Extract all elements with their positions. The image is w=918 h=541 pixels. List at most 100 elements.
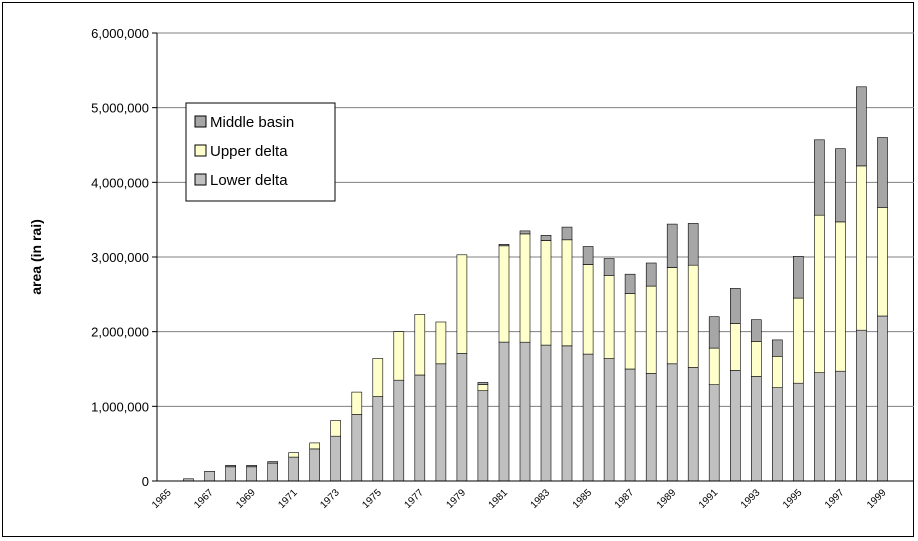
x-tick-label: 1975 (360, 487, 384, 511)
bar-segment-middle-basin (225, 464, 236, 468)
bar-segment-lower-delta (414, 374, 426, 482)
x-tick-label: 1971 (276, 487, 300, 511)
bar-segment-middle-basin (582, 246, 594, 265)
bar-segment-lower-delta (645, 373, 657, 482)
bar-segment-upper-delta (540, 240, 552, 346)
y-tick-label: 1,000,000 (91, 399, 149, 414)
bar-segment-upper-delta (519, 233, 531, 343)
bar-segment-lower-delta (666, 363, 678, 482)
bar-segment-lower-delta (835, 370, 846, 482)
x-tick-label: 1983 (529, 487, 553, 511)
bar-segment-upper-delta (708, 347, 720, 386)
legend-swatch (194, 173, 207, 186)
y-tick-label: 6,000,000 (91, 26, 149, 41)
bar-segment-middle-basin (877, 137, 888, 208)
bar-segment-upper-delta (414, 314, 426, 376)
x-tick-label: 1979 (445, 487, 469, 511)
bar-segment-lower-delta (877, 315, 888, 482)
legend-box (185, 102, 336, 202)
bar-segment-lower-delta (372, 396, 384, 482)
bar-segment-upper-delta (498, 245, 510, 343)
y-tick-label: 4,000,000 (91, 175, 149, 190)
bar-segment-middle-basin (814, 139, 825, 216)
bar-segment-middle-basin (729, 288, 741, 324)
x-tick-label: 1967 (192, 487, 216, 511)
bar-segment-lower-delta (330, 435, 342, 482)
bar-segment-upper-delta (372, 358, 384, 397)
x-tick-label: 1969 (234, 487, 258, 511)
bar-segment-lower-delta (792, 382, 804, 482)
bar-segment-upper-delta (435, 321, 447, 365)
bar-segment-middle-basin (477, 382, 489, 385)
bar-segment-middle-basin (835, 148, 846, 223)
bar-segment-lower-delta (540, 344, 552, 482)
legend-label: Middle basin (210, 114, 294, 131)
bar-segment-upper-delta (309, 442, 321, 450)
bar-segment-lower-delta (204, 470, 215, 482)
bar-segment-lower-delta (750, 376, 762, 482)
bar-segment-lower-delta (393, 379, 405, 482)
bar-segment-upper-delta (456, 254, 468, 354)
bar-segment-lower-delta (561, 345, 573, 482)
bar-segment-upper-delta (393, 331, 405, 381)
bar-segment-middle-basin (750, 319, 762, 342)
bar-segment-upper-delta (603, 275, 615, 359)
y-tick-label: 0 (142, 474, 149, 489)
bar-segment-middle-basin (792, 255, 804, 299)
bar-segment-middle-basin (519, 230, 531, 235)
bar-segment-middle-basin (267, 461, 279, 464)
bar-segment-middle-basin (540, 235, 552, 241)
axes (156, 33, 914, 482)
bar-segment-upper-delta (750, 341, 762, 377)
bar-segment-upper-delta (330, 420, 342, 437)
bar-segment-middle-basin (771, 339, 783, 357)
x-tick-label: 1997 (823, 487, 847, 511)
x-tick-label: 1991 (697, 487, 721, 511)
x-tick-label: 1985 (571, 487, 595, 511)
bar-segment-lower-delta (582, 353, 594, 482)
x-tick-label: 1977 (402, 487, 426, 511)
bar-segment-lower-delta (856, 329, 867, 482)
x-tick-labels: 1965 1967 1969 1971 1973 1975 1977 1979 1981 1983… (150, 487, 889, 511)
bar-segment-lower-delta (225, 466, 236, 482)
bar-segment-upper-delta (288, 452, 300, 458)
bar-segment-middle-basin (561, 226, 573, 241)
bar-segment-lower-delta (708, 384, 720, 482)
bar-segment-lower-delta (351, 414, 363, 482)
legend-label: Upper delta (210, 143, 288, 160)
bar-segment-lower-delta (246, 466, 257, 482)
bar-segment-middle-basin (498, 244, 510, 247)
bar-segment-lower-delta (309, 448, 321, 482)
bar-segment-upper-delta (624, 293, 636, 370)
bar-segment-upper-delta (351, 391, 363, 415)
bar-segment-upper-delta (645, 285, 657, 374)
bar-segment-lower-delta (435, 363, 447, 482)
bar-segment-middle-basin (687, 223, 699, 266)
x-tick-label: 1999 (865, 487, 889, 511)
bar-segment-upper-delta (814, 214, 825, 373)
bar-segment-upper-delta (771, 355, 783, 388)
legend-swatch (194, 115, 207, 128)
bar-segment-upper-delta (792, 297, 804, 384)
bar-segment-middle-basin (708, 316, 720, 349)
bar-segment-lower-delta (498, 341, 510, 482)
x-tick-label: 1989 (655, 487, 679, 511)
bar-segment-lower-delta (603, 358, 615, 482)
bar-segment-upper-delta (582, 264, 594, 355)
bar-segment-middle-basin (624, 273, 636, 294)
bar-segment-lower-delta (477, 390, 489, 482)
y-axis-title: area (in rai) (28, 219, 44, 294)
legend-label: Lower delta (210, 172, 288, 189)
bar-segment-middle-basin (603, 258, 615, 277)
bar-segment-upper-delta (687, 264, 699, 368)
bar-segment-lower-delta (687, 367, 699, 482)
bar-segment-lower-delta (771, 387, 783, 482)
bar-segment-upper-delta (877, 207, 888, 317)
bar-segment-upper-delta (666, 267, 678, 365)
bar-segment-lower-delta (624, 368, 636, 482)
x-tick-label: 1995 (781, 487, 805, 511)
bar-segment-middle-basin (666, 223, 678, 268)
bar-segment-lower-delta (288, 456, 300, 482)
bar-segment-upper-delta (729, 323, 741, 371)
